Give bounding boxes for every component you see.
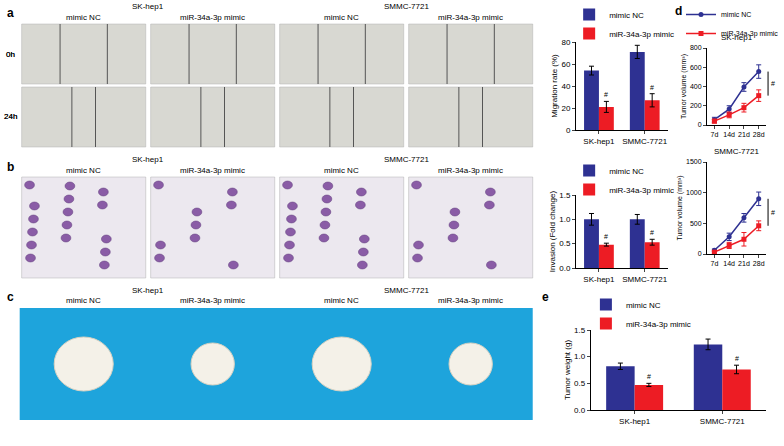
svg-text:SK-hep1: SK-hep1 — [619, 417, 651, 426]
svg-text:1.0: 1.0 — [574, 352, 586, 361]
svg-text:#: # — [771, 80, 775, 87]
svg-text:21d: 21d — [738, 131, 750, 138]
svg-text:SMMC-7721: SMMC-7721 — [622, 275, 667, 284]
svg-text:mimic NC: mimic NC — [324, 13, 359, 22]
svg-text:0.0: 0.0 — [559, 264, 571, 273]
svg-text:1.5: 1.5 — [574, 326, 586, 335]
svg-text:0.5: 0.5 — [559, 239, 571, 248]
svg-text:14d: 14d — [723, 131, 735, 138]
svg-text:1500: 1500 — [686, 158, 702, 165]
svg-text:miR-34a-3p mimic: miR-34a-3p mimic — [438, 296, 503, 305]
svg-text:Tumor volume (mm³): Tumor volume (mm³) — [680, 54, 688, 119]
svg-text:mimic NC: mimic NC — [66, 296, 101, 305]
svg-text:0.0: 0.0 — [574, 406, 586, 415]
svg-text:d: d — [675, 4, 682, 18]
svg-text:28d: 28d — [753, 260, 765, 267]
svg-text:SK-hep1: SK-hep1 — [132, 286, 164, 295]
svg-text:mimic NC: mimic NC — [324, 296, 359, 305]
svg-text:600: 600 — [690, 64, 702, 71]
svg-text:200: 200 — [690, 102, 702, 109]
svg-text:b: b — [7, 160, 14, 174]
svg-text:21d: 21d — [738, 260, 750, 267]
svg-text:mimic NC: mimic NC — [626, 301, 661, 310]
svg-text:SK-hep1: SK-hep1 — [132, 155, 164, 164]
svg-text:SK-hep1: SK-hep1 — [721, 33, 753, 42]
svg-text:SMMC-7721: SMMC-7721 — [384, 155, 429, 164]
svg-text:SMMC-7721: SMMC-7721 — [714, 147, 759, 156]
svg-text:SK-hep1: SK-hep1 — [132, 2, 164, 11]
svg-text:miR-34a-3p mimic: miR-34a-3p mimic — [721, 30, 778, 38]
svg-text:#: # — [647, 373, 651, 380]
svg-text:400: 400 — [690, 83, 702, 90]
svg-text:#: # — [650, 84, 654, 91]
svg-text:Tumor volume (mm³): Tumor volume (mm³) — [676, 175, 684, 240]
svg-text:SMMC-7721: SMMC-7721 — [384, 286, 429, 295]
svg-text:24h: 24h — [4, 112, 17, 121]
svg-text:0: 0 — [698, 250, 702, 257]
svg-text:mimic NC: mimic NC — [66, 13, 101, 22]
svg-text:0.5: 0.5 — [574, 379, 586, 388]
svg-text:SK-hep1: SK-hep1 — [583, 137, 615, 146]
svg-text:Tumor weight (g): Tumor weight (g) — [563, 340, 572, 401]
svg-text:1.0: 1.0 — [559, 215, 571, 224]
svg-text:80: 80 — [562, 38, 571, 47]
svg-text:miR-34a-3p mimic: miR-34a-3p mimic — [438, 166, 503, 175]
svg-text:SMMC-7721: SMMC-7721 — [622, 137, 667, 146]
svg-text:Invasion (Fold change): Invasion (Fold change) — [548, 190, 557, 272]
svg-text:14d: 14d — [723, 260, 735, 267]
svg-text:c: c — [7, 290, 14, 304]
svg-text:miR-34a-3p mimic: miR-34a-3p mimic — [609, 186, 674, 195]
svg-text:#: # — [650, 229, 654, 236]
svg-text:0: 0 — [698, 121, 702, 128]
svg-text:60: 60 — [562, 60, 571, 69]
svg-text:#: # — [604, 233, 608, 240]
svg-text:miR-34a-3p mimic: miR-34a-3p mimic — [609, 30, 674, 39]
svg-text:#: # — [771, 209, 775, 216]
svg-text:mimic NC: mimic NC — [66, 166, 101, 175]
svg-text:7d: 7d — [711, 131, 719, 138]
svg-text:mimic NC: mimic NC — [609, 167, 644, 176]
svg-text:miR-34a-3p mimic: miR-34a-3p mimic — [180, 296, 245, 305]
svg-text:miR-34a-3p mimic: miR-34a-3p mimic — [180, 13, 245, 22]
svg-text:#: # — [735, 355, 739, 362]
svg-text:20: 20 — [562, 104, 571, 113]
svg-text:28d: 28d — [753, 131, 765, 138]
svg-text:e: e — [542, 290, 549, 304]
svg-text:800: 800 — [690, 44, 702, 51]
svg-text:mimic NC: mimic NC — [609, 11, 644, 20]
svg-text:Migration rate (%): Migration rate (%) — [550, 54, 559, 118]
svg-text:miR-34a-3p mimic: miR-34a-3p mimic — [626, 320, 691, 329]
svg-text:0h: 0h — [6, 50, 15, 59]
svg-text:40: 40 — [562, 82, 571, 91]
svg-text:SK-hep1: SK-hep1 — [583, 275, 615, 284]
svg-text:#: # — [604, 91, 608, 98]
svg-text:mimic NC: mimic NC — [324, 166, 359, 175]
svg-text:500: 500 — [690, 220, 702, 227]
svg-text:1.5: 1.5 — [559, 191, 571, 200]
svg-text:0: 0 — [566, 126, 571, 135]
svg-text:SMMC-7721: SMMC-7721 — [384, 2, 429, 11]
svg-text:1000: 1000 — [686, 189, 702, 196]
svg-text:SMMC-7721: SMMC-7721 — [700, 417, 745, 426]
svg-text:24h: 24h — [4, 112, 17, 121]
svg-text:miR-34a-3p mimic: miR-34a-3p mimic — [180, 166, 245, 175]
svg-text:0h: 0h — [6, 50, 15, 59]
svg-text:7d: 7d — [711, 260, 719, 267]
svg-text:a: a — [7, 6, 14, 20]
svg-text:mimic NC: mimic NC — [721, 11, 751, 18]
svg-text:miR-34a-3p mimic: miR-34a-3p mimic — [438, 13, 503, 22]
